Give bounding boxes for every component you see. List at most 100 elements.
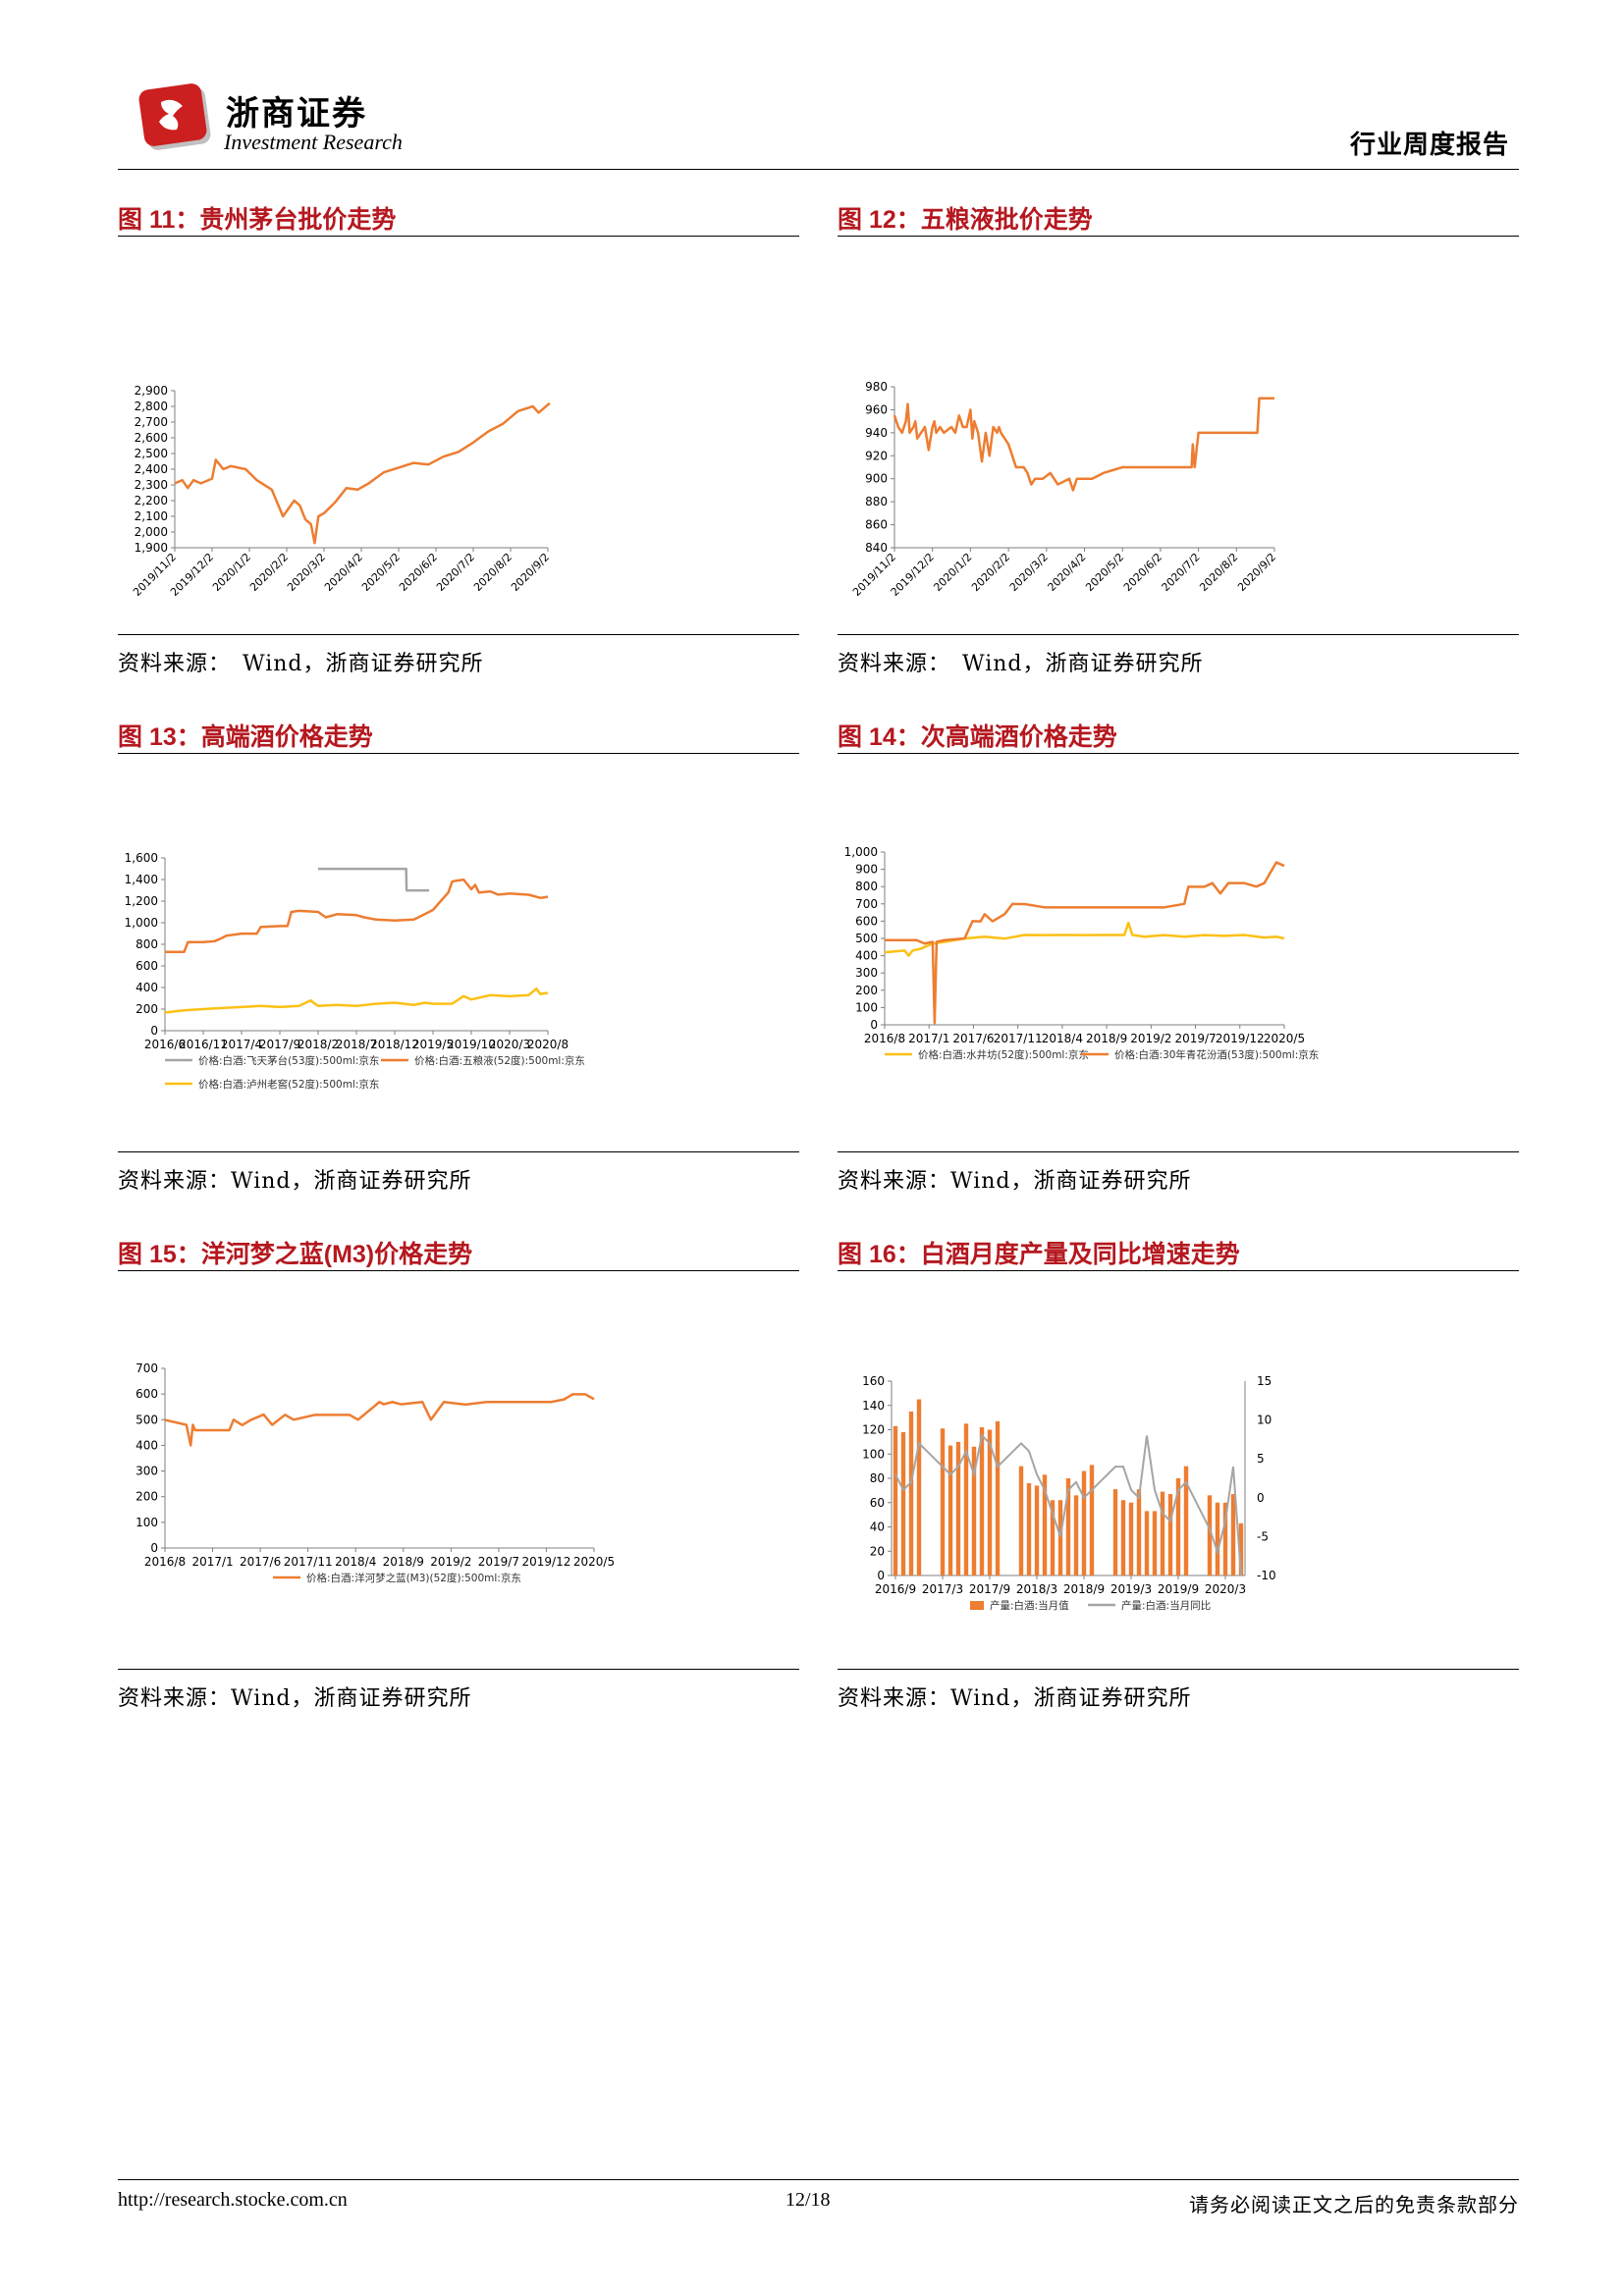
- x-tick-label: 2019/2: [1130, 1032, 1171, 1045]
- x-tick-label: 2018/9: [1086, 1032, 1127, 1045]
- y-tick-label: 840: [865, 541, 888, 555]
- x-tick-label: 2020/4/2: [322, 551, 365, 594]
- bar: [1222, 1502, 1228, 1575]
- figure-title: 图 15：洋河梦之蓝(M3)价格走势: [118, 1231, 799, 1271]
- divider: [118, 1151, 799, 1152]
- bar: [1238, 1522, 1244, 1575]
- bar: [947, 1445, 953, 1575]
- bar: [1042, 1474, 1048, 1575]
- y-tick-label: 400: [135, 981, 158, 994]
- series-line: [165, 878, 549, 954]
- bar: [987, 1429, 993, 1575]
- figure-source: 资料来源：Wind，浙商证券研究所: [118, 1686, 472, 1711]
- figure-title: 图 14：次高端酒价格走势: [838, 714, 1519, 754]
- bar: [995, 1420, 1001, 1575]
- y-tick-label: 100: [855, 1000, 878, 1014]
- x-tick-label: 2019/9: [1158, 1582, 1199, 1596]
- x-tick-label: 2020/9/2: [509, 551, 552, 594]
- divider: [118, 1669, 799, 1670]
- y-tick-label: 40: [870, 1521, 885, 1534]
- x-tick-label: 2020/5: [573, 1555, 615, 1569]
- bar: [1112, 1489, 1118, 1575]
- chart-fig15: 0 100 200 300 400 500 600 700 2016/8 2017/1 2017/6…: [135, 1362, 615, 1584]
- y-tick-label: 2,300: [135, 478, 168, 492]
- bar: [1057, 1500, 1063, 1575]
- y2-tick-label: -10: [1257, 1569, 1276, 1582]
- bar: [1175, 1478, 1181, 1575]
- y-tick-label: 500: [855, 932, 878, 945]
- x-tick-label: 2016/11: [179, 1038, 228, 1051]
- bar: [1136, 1489, 1142, 1575]
- y-tick-label: 0: [877, 1569, 885, 1582]
- y-tick-label: 2,600: [135, 431, 168, 445]
- divider: [118, 634, 799, 635]
- figure-title: 图 16：白酒月度产量及同比增速走势: [838, 1231, 1519, 1271]
- y-tick-label: 0: [150, 1024, 158, 1038]
- x-tick-label: 2020/1/2: [210, 551, 253, 594]
- y-tick-label: 2,800: [135, 400, 168, 413]
- y2-tick-label: -5: [1257, 1529, 1269, 1543]
- bar: [1120, 1500, 1126, 1575]
- x-tick-label: 2018/9: [383, 1555, 424, 1569]
- x-tick-label: 2016/6: [144, 1038, 186, 1051]
- bar: [940, 1428, 946, 1575]
- series-line: [174, 401, 551, 545]
- chart-fig11: 1,900 2,000 2,100 2,200 2,300 2,400 2,500 2,600…: [131, 384, 552, 599]
- x-tick-label: 2017/1: [908, 1032, 949, 1045]
- x-tick-label: 2019/7: [478, 1555, 519, 1569]
- legend-label: 产量:白酒:当月同比: [1121, 1599, 1211, 1612]
- y-tick-label: 2,700: [135, 415, 168, 429]
- y-tick-label: 400: [855, 949, 878, 963]
- bar: [955, 1441, 961, 1575]
- x-tick-label: 2020/1/2: [931, 551, 974, 594]
- y2-tick-label: 0: [1257, 1491, 1265, 1505]
- bar: [963, 1423, 969, 1575]
- y-tick-label: 980: [865, 380, 888, 394]
- y-tick-label: 300: [855, 966, 878, 980]
- y-tick-label: 600: [135, 1387, 158, 1401]
- y-tick-label: 600: [135, 959, 158, 973]
- bar: [1160, 1491, 1165, 1575]
- x-tick-label: 2016/9: [875, 1582, 916, 1596]
- bar: [1183, 1466, 1189, 1575]
- series-line: [884, 921, 1285, 957]
- y-tick-label: 800: [855, 880, 878, 893]
- footer-url-link[interactable]: http://research.stocke.com.cn: [118, 2189, 348, 2211]
- y-tick-label: 1,000: [844, 845, 878, 859]
- y-tick-label: 800: [135, 937, 158, 951]
- y-tick-label: 0: [150, 1541, 158, 1555]
- x-tick-label: 2018/3: [1016, 1582, 1057, 1596]
- figure-title: 图 11：贵州茅台批价走势: [118, 196, 799, 237]
- legend-label: 价格:白酒:飞天茅台(53度):500ml:京东: [198, 1054, 379, 1067]
- y-tick-label: 2,000: [135, 525, 168, 539]
- x-tick-label: 2019/7: [1174, 1032, 1216, 1045]
- y-tick-label: 1,900: [135, 541, 168, 555]
- figure-title: 图 13：高端酒价格走势: [118, 714, 799, 754]
- bar: [900, 1431, 906, 1575]
- series-line: [164, 987, 549, 1014]
- bar: [1065, 1478, 1071, 1575]
- divider: [838, 1151, 1519, 1152]
- y-tick-label: 2,200: [135, 494, 168, 507]
- brand-name-en: Investment Research: [224, 130, 403, 154]
- y-tick-label: 80: [870, 1471, 885, 1485]
- x-tick-label: 2019/5: [412, 1038, 454, 1051]
- y-tick-label: 2,100: [135, 509, 168, 523]
- x-tick-label: 2017/9: [259, 1038, 300, 1051]
- chart-fig12: 8408608809009209409609802019/11/22019/12…: [850, 380, 1278, 599]
- series-line: [164, 1393, 595, 1447]
- bar: [1215, 1502, 1220, 1575]
- x-tick-label: 2020/3/2: [285, 551, 328, 594]
- figure-source: 资料来源：Wind，浙商证券研究所: [838, 1686, 1192, 1711]
- page-number: 12/18: [785, 2189, 831, 2211]
- x-tick-label: 2017/1: [191, 1555, 233, 1569]
- y-tick-label: 860: [865, 518, 888, 532]
- report-type-label: 行业周度报告: [1349, 130, 1509, 159]
- y-tick-label: 2,400: [135, 462, 168, 476]
- x-tick-label: 2017/6: [952, 1032, 994, 1045]
- y-tick-label: 20: [870, 1544, 885, 1558]
- legend-swatch: [970, 1601, 984, 1610]
- x-tick-label: 2020/5: [1264, 1032, 1305, 1045]
- logo-icon: [138, 83, 211, 150]
